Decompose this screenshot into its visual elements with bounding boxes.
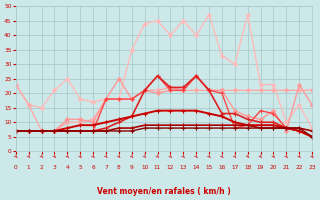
X-axis label: Vent moyen/en rafales ( km/h ): Vent moyen/en rafales ( km/h ) xyxy=(97,187,231,196)
